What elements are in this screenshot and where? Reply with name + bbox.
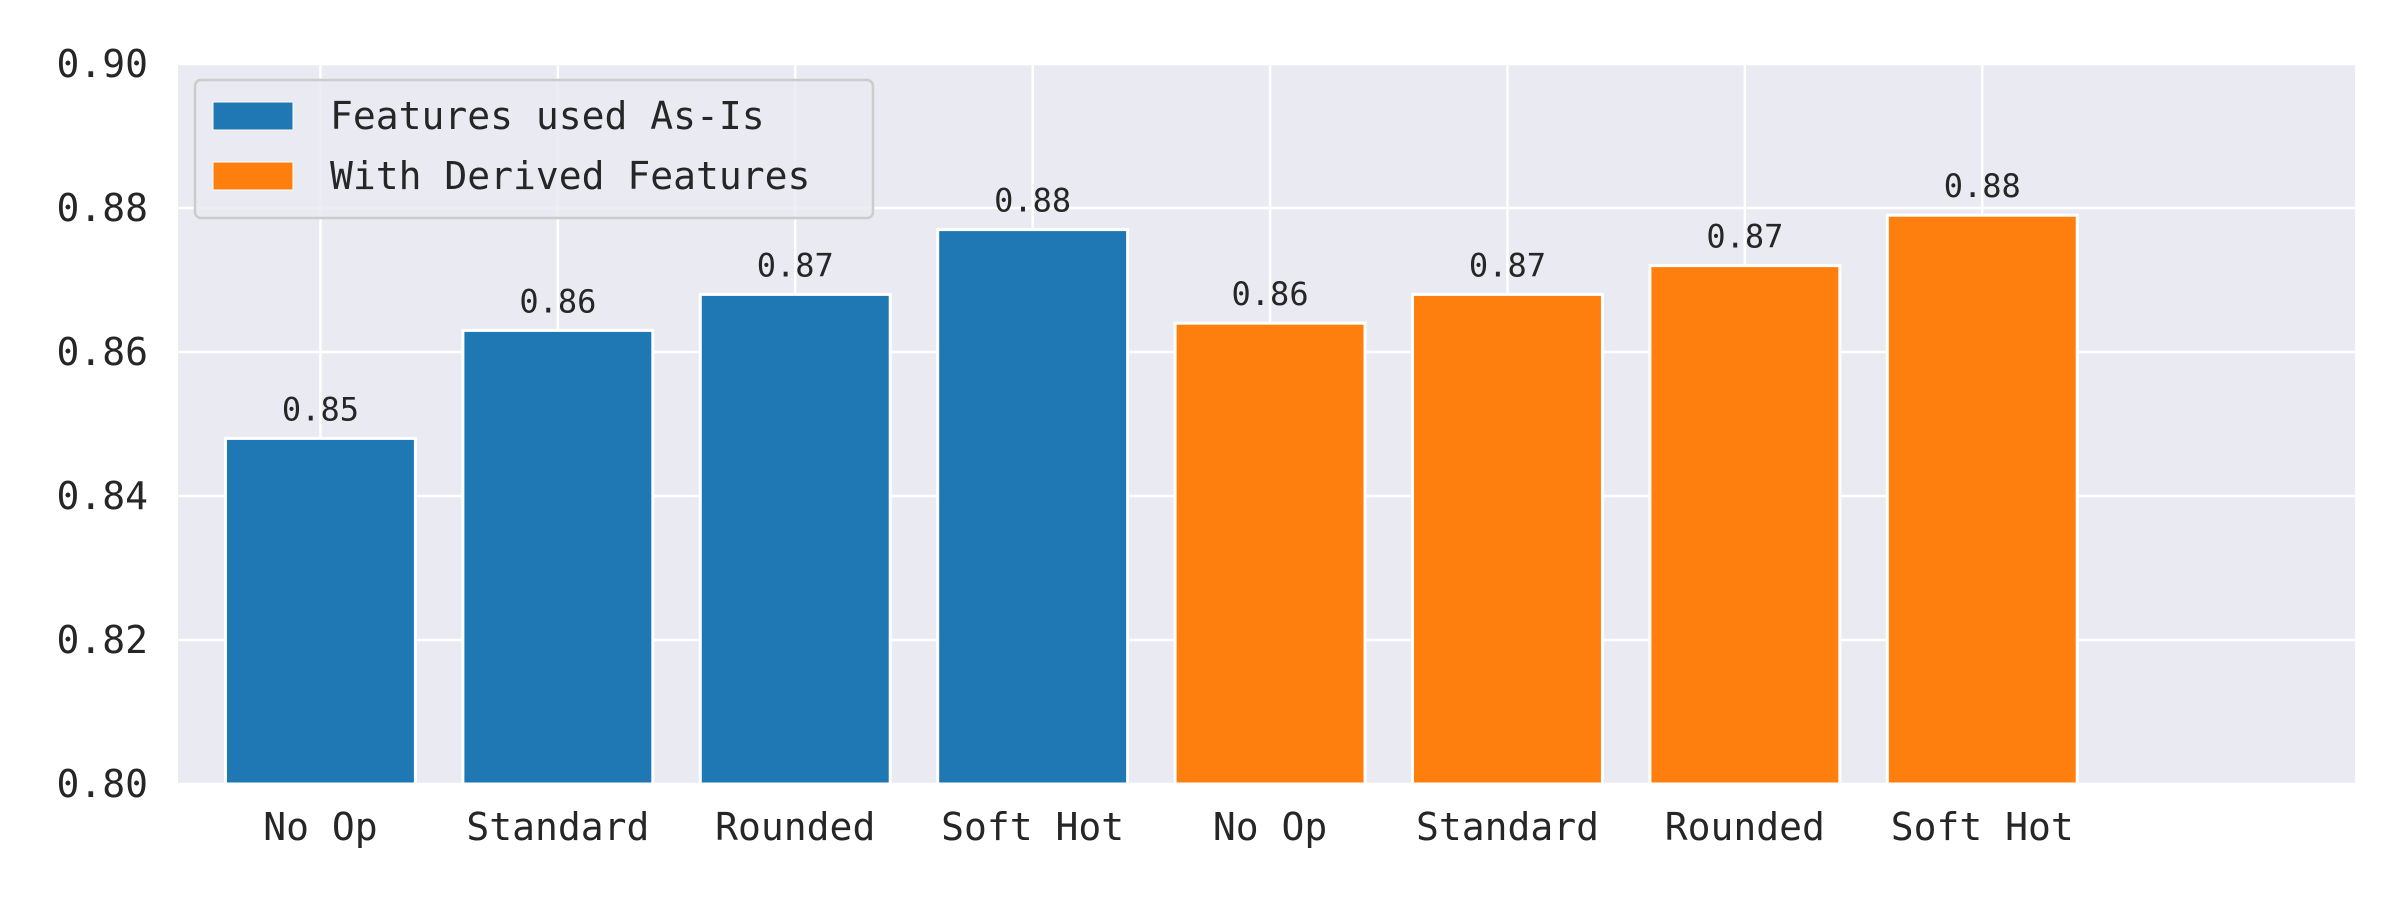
x-tick-label: Rounded bbox=[715, 805, 875, 849]
x-tick-label: Standard bbox=[1416, 805, 1599, 849]
bar[interactable] bbox=[1411, 292, 1604, 786]
bar[interactable] bbox=[698, 292, 892, 786]
y-tick-label: 0.82 bbox=[56, 618, 148, 662]
bar[interactable] bbox=[223, 436, 417, 786]
bar[interactable] bbox=[1648, 264, 1842, 786]
y-tick-label: 0.80 bbox=[56, 762, 148, 806]
y-tick-label: 0.84 bbox=[56, 474, 148, 518]
x-tick-label: Soft Hot bbox=[941, 805, 1124, 849]
y-tick-label: 0.88 bbox=[56, 186, 148, 230]
x-axis-ticks: No Op Standard Rounded Soft Hot No Op Standar… bbox=[263, 805, 2074, 849]
bars bbox=[223, 213, 2079, 786]
data-label: 0.85 bbox=[282, 390, 359, 428]
x-tick-label: Rounded bbox=[1665, 805, 1825, 849]
data-label: 0.88 bbox=[1944, 167, 2021, 205]
legend-swatch bbox=[212, 101, 294, 131]
legend-frame bbox=[193, 78, 875, 220]
x-tick-label: No Op bbox=[263, 805, 377, 849]
bar[interactable] bbox=[1173, 321, 1367, 786]
data-label: 0.87 bbox=[757, 246, 834, 284]
y-tick-label: 0.86 bbox=[56, 330, 148, 374]
bar[interactable] bbox=[936, 228, 1130, 786]
bar[interactable] bbox=[1885, 213, 2079, 786]
y-tick-label: 0.90 bbox=[56, 42, 148, 86]
x-tick-label: Standard bbox=[466, 805, 649, 849]
data-label: 0.87 bbox=[1469, 246, 1546, 284]
data-label: 0.88 bbox=[994, 182, 1071, 220]
data-labels: 0.85 0.86 0.87 0.88 0.86 0.87 0.87 0.88 bbox=[282, 167, 2021, 428]
bar[interactable] bbox=[461, 328, 655, 786]
data-label: 0.86 bbox=[519, 282, 596, 320]
legend[interactable]: Features used As-Is With Derived Features bbox=[193, 78, 875, 220]
x-tick-label: Soft Hot bbox=[1891, 805, 2074, 849]
x-tick-label: No Op bbox=[1213, 805, 1327, 849]
y-axis-ticks: 0.80 0.82 0.84 0.86 0.88 0.90 bbox=[56, 42, 148, 806]
data-label: 0.86 bbox=[1232, 275, 1309, 313]
data-label: 0.87 bbox=[1706, 218, 1783, 256]
legend-swatch bbox=[212, 161, 294, 191]
legend-entry[interactable]: Features used As-Is bbox=[330, 94, 765, 138]
legend-entry[interactable]: With Derived Features bbox=[330, 154, 810, 198]
